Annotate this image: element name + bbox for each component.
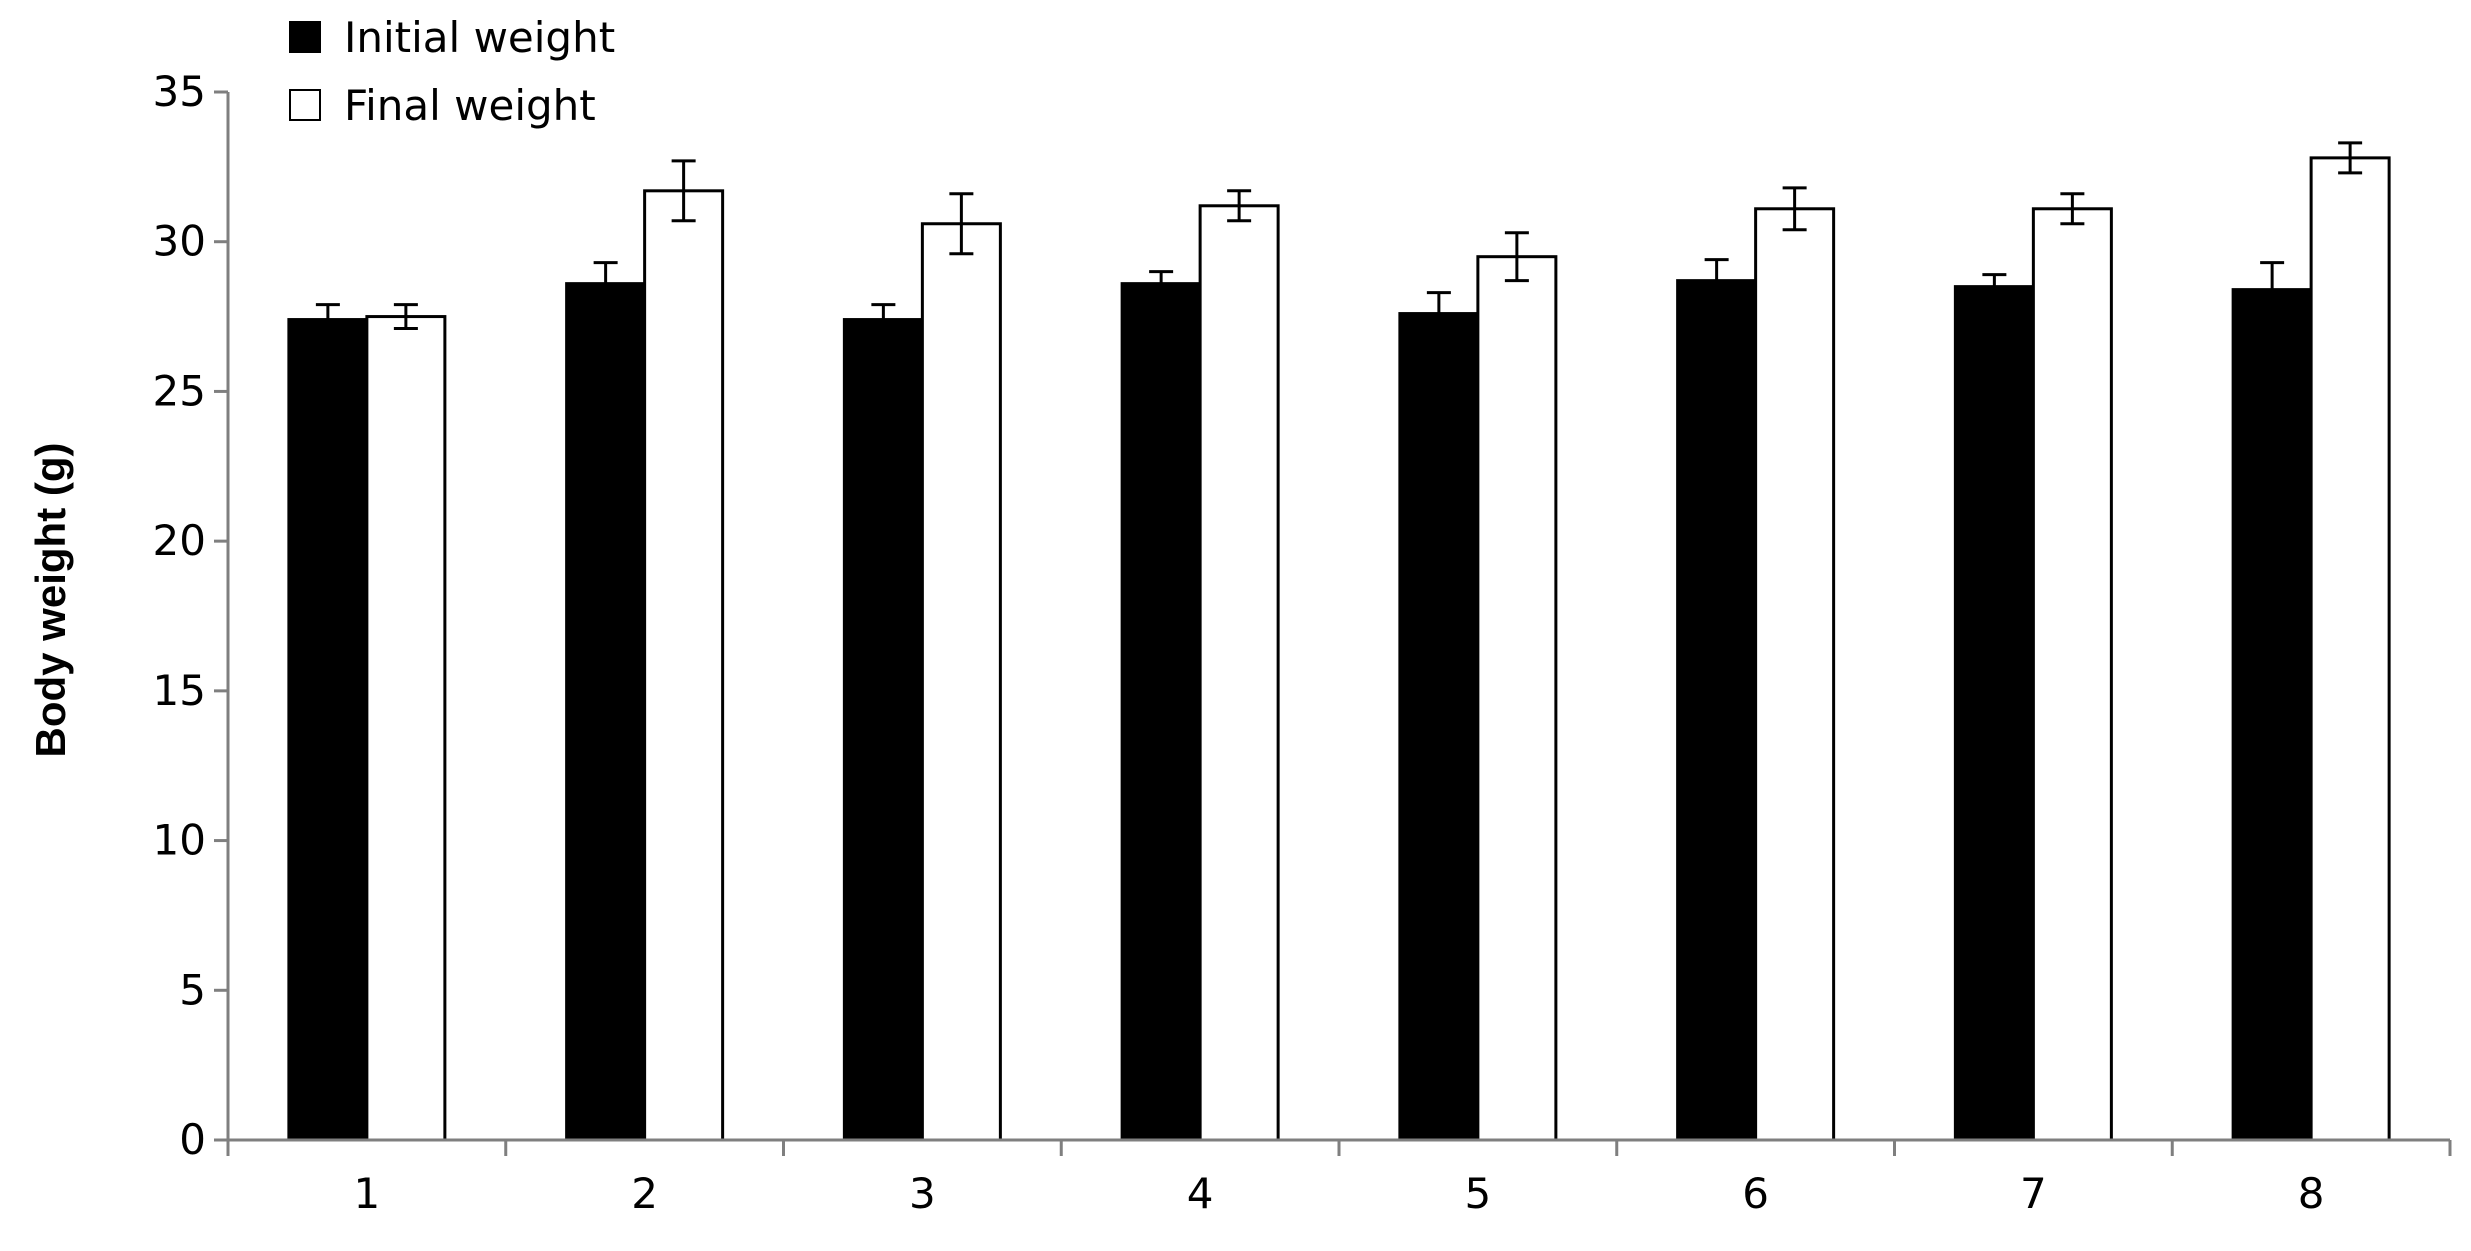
y-tick-label: 0 [179, 1115, 206, 1164]
bar-initial [842, 318, 924, 1142]
y-tick-label: 15 [153, 666, 206, 715]
x-tick-label: 2 [631, 1169, 658, 1218]
bar-final [1476, 255, 1558, 1142]
x-tick-label: 3 [909, 1169, 936, 1218]
bar-initial [1953, 285, 2035, 1142]
bar-final [365, 315, 447, 1142]
y-tick-label: 5 [179, 965, 206, 1014]
bar-initial [287, 318, 369, 1142]
legend: Initial weight Final weight [289, 13, 615, 130]
y-tick-label: 20 [153, 516, 206, 565]
legend-item-final: Final weight [289, 81, 596, 130]
legend-swatch-initial [289, 21, 321, 53]
x-tick-label: 8 [2298, 1169, 2325, 1218]
legend-swatch-final [289, 89, 321, 121]
x-tick-label: 4 [1187, 1169, 1214, 1218]
bar-final [1198, 204, 1280, 1142]
bar-initial [1676, 279, 1758, 1142]
bar-final [920, 222, 1002, 1142]
x-tick-label: 6 [1742, 1169, 1769, 1218]
bar-final [2031, 207, 2113, 1142]
bar-initial [2231, 288, 2313, 1142]
x-tick-label: 7 [2020, 1169, 2047, 1218]
x-tick-label: 5 [1465, 1169, 1492, 1218]
y-axis-title: Body weight (g) [27, 443, 74, 758]
bar-initial [1120, 282, 1202, 1142]
y-tick-label: 30 [153, 217, 206, 266]
y-tick-label: 10 [153, 816, 206, 865]
bar-final [643, 189, 725, 1142]
plot-area: 0 5 10 15 20 25 30 35 1 2 3 4 5 6 7 8 [153, 67, 2452, 1218]
legend-item-initial: Initial weight [289, 13, 615, 62]
legend-label-initial: Initial weight [344, 13, 615, 62]
bar-initial [1398, 312, 1480, 1142]
legend-label-final: Final weight [344, 81, 596, 130]
bar-initial [565, 282, 647, 1142]
y-tick-label: 35 [153, 67, 206, 116]
y-tick-label: 25 [153, 366, 206, 415]
bar-final [2309, 156, 2391, 1142]
bar-final [1754, 207, 1836, 1142]
x-tick-label: 1 [354, 1169, 381, 1218]
